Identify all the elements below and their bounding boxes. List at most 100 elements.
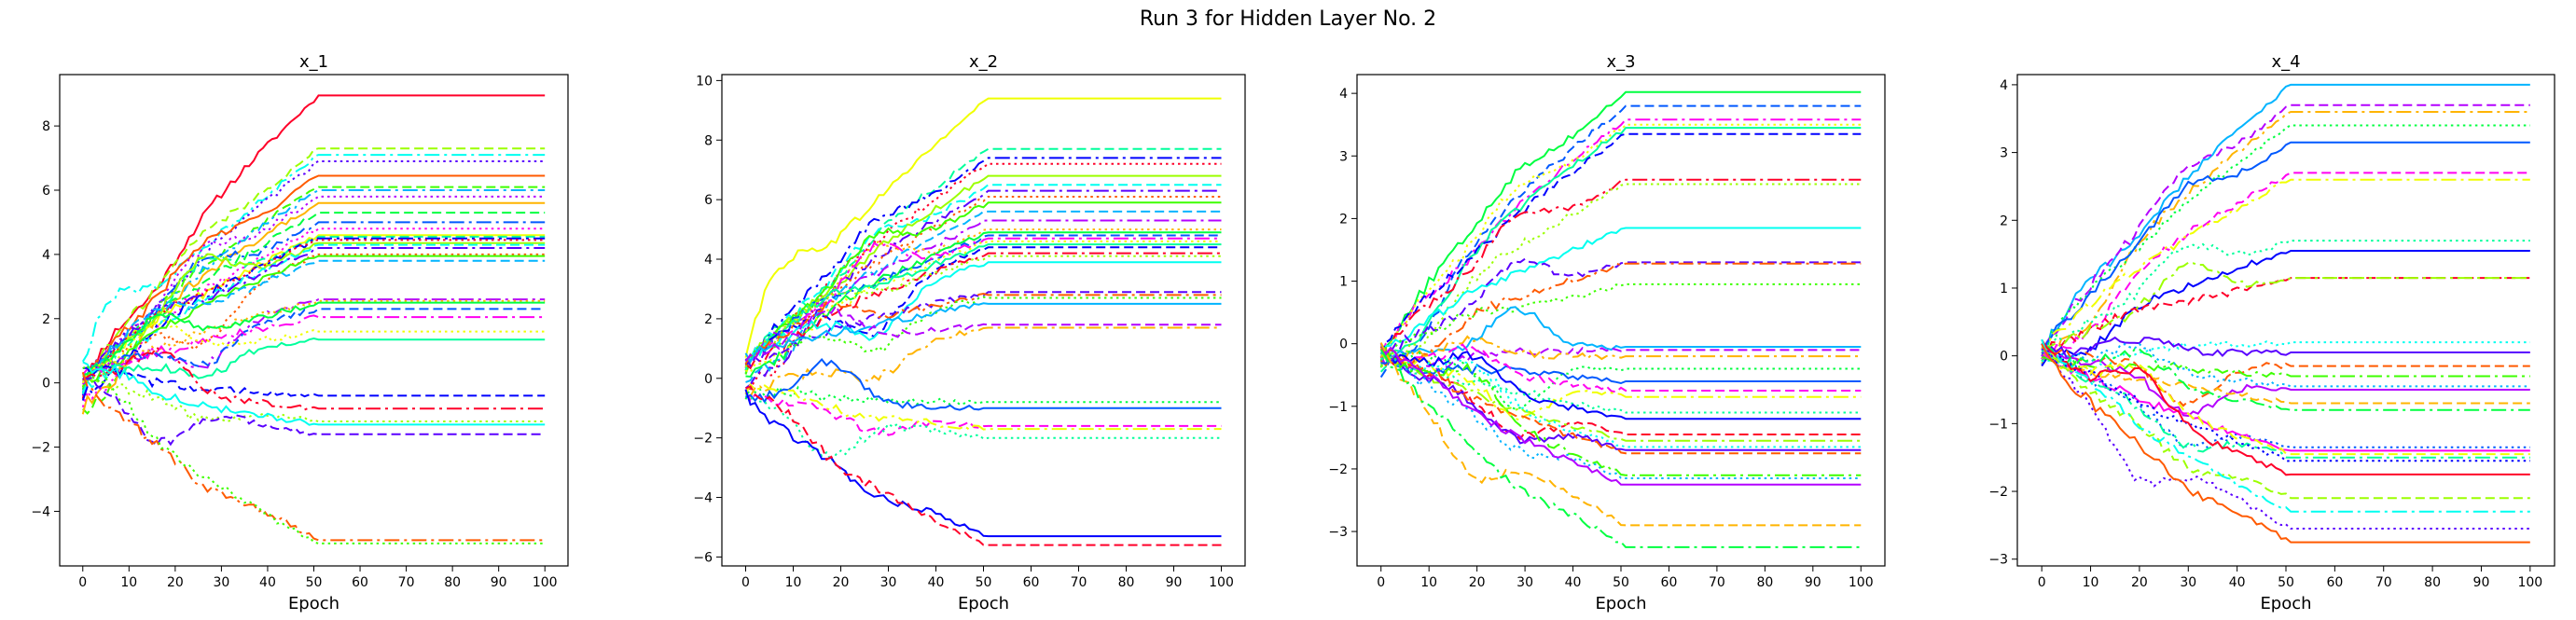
series-line	[1380, 306, 1862, 360]
series-line	[744, 189, 1222, 390]
x-tick-label: 80	[444, 575, 461, 590]
series-line	[2041, 261, 2530, 351]
series-line	[744, 243, 1222, 371]
series-line	[82, 314, 546, 378]
subplot-x3: x_3 Epoch 0 10 20 30 40 50 60 70 80 90 100 −3 −2 −1 0 1…	[1328, 52, 1886, 613]
subplot-x2: x_2 Epoch 0 10 20 30 40 50 60 70 80 90 100 −6 −4 −2 0 2…	[693, 52, 1246, 613]
series-line	[1379, 257, 1862, 360]
series-line	[1379, 127, 1862, 373]
series-line	[1379, 347, 1862, 455]
series-line	[2042, 351, 2530, 449]
x-tick-label: 40	[259, 575, 276, 590]
series-line	[82, 337, 546, 380]
x-tick-label: 70	[1709, 575, 1725, 590]
series-line	[2041, 339, 2530, 476]
x-tick-label: 100	[1209, 575, 1234, 590]
x-tick-label: 50	[306, 575, 323, 590]
x-tick-label: 50	[1613, 575, 1629, 590]
series-line	[744, 201, 1222, 375]
y-tick-label: 0	[2000, 350, 2008, 365]
y-tick-label: −4	[693, 491, 713, 506]
x-tick-label: 30	[1517, 575, 1533, 590]
x-tick-label: 30	[880, 575, 897, 590]
y-tick-label: 8	[42, 119, 50, 134]
series-line	[1380, 354, 1862, 385]
series-line	[744, 302, 1222, 365]
series-line	[744, 157, 1222, 369]
x-tick-label: 10	[120, 575, 137, 590]
y-tick-label: 2	[2000, 214, 2008, 228]
x-tick-label: 70	[1071, 575, 1087, 590]
x-tick-label: 30	[2180, 575, 2196, 590]
series-line	[744, 292, 1222, 365]
series-line	[744, 385, 1222, 406]
axes-frame	[2016, 74, 2555, 567]
subplot-title: x_2	[969, 52, 998, 72]
y-tick-label: −4	[31, 504, 50, 519]
series-line	[82, 301, 546, 376]
series-line	[2041, 355, 2530, 379]
series-line	[2042, 277, 2530, 358]
y-tick-label: −3	[1328, 525, 1348, 540]
x-axis-label: Epoch	[1595, 594, 1646, 613]
x-tick-label: 20	[2131, 575, 2148, 590]
y-tick-label: 8	[704, 133, 713, 148]
series-line	[2042, 172, 2530, 360]
series-line	[82, 247, 546, 381]
series-line	[82, 298, 546, 385]
series-line	[1379, 346, 1862, 375]
y-tick-label: −2	[1988, 485, 2008, 500]
series-line	[1379, 349, 1862, 421]
x-tick-label: 100	[533, 575, 558, 590]
x-tick-label: 0	[2038, 575, 2046, 590]
series-line	[1380, 351, 1862, 479]
series-line	[744, 303, 1222, 362]
x-tick-label: 40	[928, 575, 945, 590]
y-tick-label: 4	[42, 248, 50, 263]
series-line	[81, 160, 546, 396]
series-line	[81, 147, 546, 394]
series-line	[2041, 347, 2530, 452]
x-tick-label: 0	[741, 575, 750, 590]
series-line	[1380, 350, 1862, 410]
y-tick-label: 1	[1339, 275, 1348, 290]
x-tick-label: 60	[1661, 575, 1678, 590]
series-line	[1380, 343, 1862, 393]
x-tick-label: 90	[1805, 575, 1821, 590]
y-tick-label: −1	[1328, 400, 1348, 415]
series-line	[2041, 141, 2530, 357]
x-tick-label: 0	[1377, 575, 1385, 590]
y-tick-label: 4	[704, 253, 713, 268]
series-line	[1379, 342, 1862, 486]
x-tick-label: 10	[785, 575, 802, 590]
x-tick-label: 0	[78, 575, 87, 590]
series-line	[745, 240, 1222, 374]
series-line	[81, 374, 546, 423]
x-tick-label: 70	[2375, 575, 2392, 590]
y-tick-label: 2	[1339, 212, 1348, 227]
series-line	[744, 261, 1222, 364]
x-axis-label: Epoch	[288, 594, 339, 613]
series-line	[1379, 346, 1862, 441]
y-tick-label: 4	[2000, 78, 2008, 93]
series-line	[744, 252, 1222, 370]
subplot-title: x_4	[2271, 52, 2300, 72]
x-tick-label: 20	[833, 575, 850, 590]
series-line	[2041, 240, 2530, 354]
y-tick-label: 1	[2000, 282, 2008, 296]
y-tick-label: −2	[31, 441, 50, 456]
series-line	[82, 365, 546, 398]
series-line	[82, 221, 546, 385]
series-line	[1379, 349, 1862, 548]
series-line	[82, 345, 546, 411]
series-line	[1379, 104, 1862, 379]
x-tick-label: 100	[2517, 575, 2542, 590]
series-line	[81, 227, 546, 408]
series-group	[744, 97, 1222, 546]
x-tick-label: 90	[2473, 575, 2490, 590]
series-line	[1380, 350, 1862, 420]
series-line	[744, 389, 1222, 538]
series-line	[1379, 335, 1862, 362]
series-line	[81, 174, 546, 391]
series-line	[1379, 344, 1862, 476]
